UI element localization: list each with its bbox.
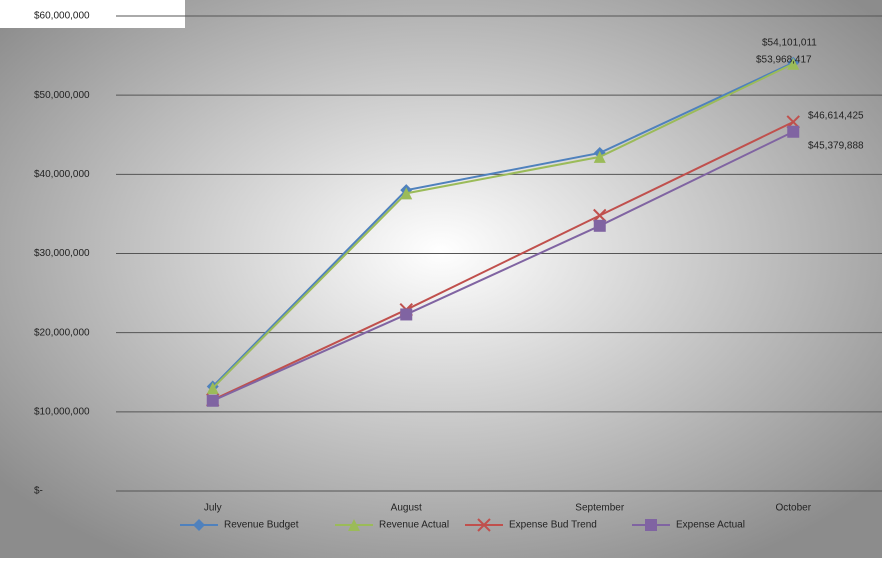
marker: [593, 208, 607, 223]
series-line: [212, 130, 794, 402]
data-label: $45,379,888: [808, 140, 864, 151]
data-label: $54,101,011: [762, 37, 817, 48]
series-line: [212, 61, 794, 388]
data-label: $46,614,425: [808, 111, 864, 122]
legend-label: Expense Bud Trend: [509, 520, 597, 531]
marker: [206, 382, 219, 395]
y-tick-label: $-: [34, 486, 43, 497]
y-tick-label: $60,000,000: [34, 11, 90, 22]
x-tick-label: July: [204, 503, 222, 514]
legend-marker: [477, 518, 491, 532]
series-line: [212, 62, 794, 389]
y-tick-label: $10,000,000: [34, 406, 90, 417]
legend-marker: [348, 519, 360, 531]
marker: [787, 57, 800, 70]
legend-marker: [193, 519, 205, 531]
y-tick-label: $40,000,000: [34, 169, 90, 180]
marker: [593, 219, 606, 232]
x-tick-label: October: [775, 503, 811, 514]
legend-label: Revenue Actual: [379, 520, 449, 531]
data-label: $53,968,417: [756, 54, 812, 65]
x-tick-label: August: [391, 503, 422, 514]
series-line: [212, 121, 794, 401]
legend-label: Revenue Budget: [224, 520, 299, 531]
y-tick-label: $20,000,000: [34, 327, 90, 338]
y-tick-label: $50,000,000: [34, 90, 90, 101]
y-tick-label: $30,000,000: [34, 248, 90, 259]
x-tick-label: September: [575, 503, 625, 514]
marker: [206, 394, 219, 407]
marker: [400, 187, 413, 200]
marker: [787, 125, 800, 138]
marker: [593, 150, 606, 163]
legend-label: Expense Actual: [676, 520, 745, 531]
label-box: [0, 0, 185, 28]
marker: [400, 308, 413, 321]
legend-marker: [645, 519, 657, 531]
